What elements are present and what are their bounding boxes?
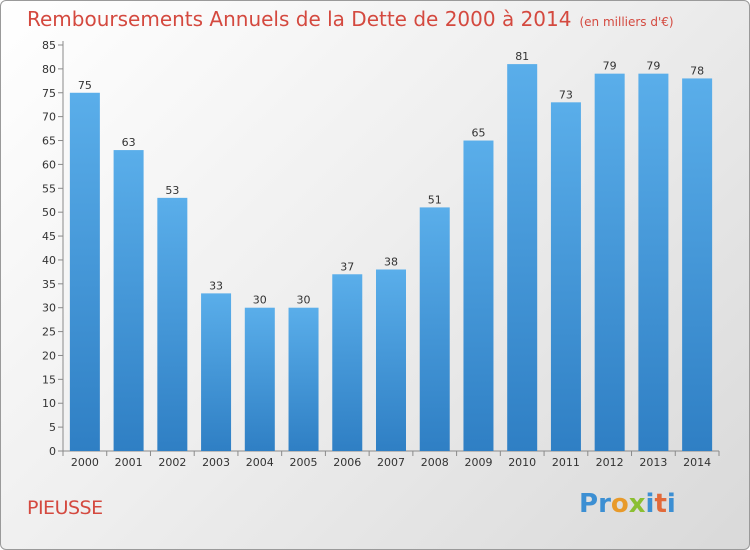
x-tick-label: 2012: [596, 456, 624, 469]
y-tick-label: 25: [42, 326, 56, 339]
bar: [463, 140, 494, 451]
y-tick-label: 75: [42, 87, 56, 100]
x-tick-label: 2000: [71, 456, 99, 469]
y-tick-label: 40: [42, 254, 56, 267]
y-tick-label: 0: [49, 445, 56, 458]
logo-letter: t: [654, 489, 667, 519]
logo-letter: o: [610, 489, 629, 519]
y-tick-label: 20: [42, 349, 56, 362]
bar-value-label: 33: [209, 279, 223, 292]
x-tick-label: 2008: [421, 456, 449, 469]
y-tick-label: 15: [42, 373, 56, 386]
y-tick-label: 50: [42, 206, 56, 219]
x-tick-label: 2006: [333, 456, 361, 469]
y-tick-label: 70: [42, 111, 56, 124]
x-tick-label: 2003: [202, 456, 230, 469]
bar-value-label: 78: [690, 64, 704, 77]
bars: [69, 64, 713, 452]
x-tick-label: 2002: [158, 456, 186, 469]
x-tick-label: 2013: [639, 456, 667, 469]
y-tick-label: 10: [42, 397, 56, 410]
bar-value-label: 75: [78, 79, 92, 92]
y-tick-label: 5: [49, 421, 56, 434]
bar-value-label: 63: [122, 136, 136, 149]
proxiti-logo[interactable]: Proxiti: [579, 489, 676, 519]
y-tick-label: 65: [42, 135, 56, 148]
y-tick-label: 45: [42, 230, 56, 243]
chart-title-main: Remboursements Annuels de la Dette de 20…: [27, 7, 572, 31]
commune-name: PIEUSSE: [27, 497, 103, 519]
bar-value-label: 51: [428, 193, 442, 206]
chart-title-unit: (en milliers d'€): [579, 15, 674, 29]
bar-value-label: 81: [515, 50, 529, 63]
y-axis: 0 5 10 15 20 25 30 35 40 45 50 55 60 65 70 75 80 85: [42, 39, 64, 458]
x-tick-label: 2010: [508, 456, 536, 469]
y-tick-label: 35: [42, 278, 56, 291]
bar: [376, 269, 406, 451]
bar-value-label: 65: [471, 127, 485, 140]
bar: [157, 197, 188, 451]
logo-letter: i: [645, 489, 655, 519]
bar: [419, 207, 450, 451]
bar-value-label: 53: [165, 184, 179, 197]
bar: [332, 274, 363, 451]
x-tick-label: 2001: [115, 456, 143, 469]
y-tick-label: 80: [42, 63, 56, 76]
bar-value-label: 73: [559, 88, 573, 101]
bar: [594, 73, 625, 452]
bar: [638, 73, 669, 452]
bar-value-label: 79: [646, 60, 660, 73]
x-tick-label: 2005: [290, 456, 318, 469]
bar-value-label: 37: [340, 260, 354, 273]
bar: [288, 307, 319, 451]
bar: [201, 293, 232, 451]
y-tick-label: 60: [42, 158, 56, 171]
x-tick-label: 2014: [683, 456, 711, 469]
logo-letter: r: [598, 489, 611, 519]
bar-value-label: 38: [384, 255, 398, 268]
x-axis: 2000 2001 2002 2003 2004 2005 2006 2007 2008 2009…: [62, 450, 720, 469]
logo-letter: i: [666, 489, 676, 519]
x-tick-label: 2007: [377, 456, 405, 469]
y-tick-label: 55: [42, 182, 56, 195]
x-tick-label: 2009: [464, 456, 492, 469]
bar: [550, 102, 581, 451]
bar: [244, 307, 275, 451]
bar: [507, 64, 538, 451]
bar: [682, 78, 713, 451]
y-tick-label: 30: [42, 302, 56, 315]
logo-letter: x: [628, 489, 646, 519]
value-labels: 75 63 53 33 30 30 37 38 51 65 81 73 79 79 78: [78, 50, 704, 307]
bar-value-label: 79: [603, 60, 617, 73]
chart-title: Remboursements Annuels de la Dette de 20…: [27, 7, 674, 31]
logo-letter: P: [579, 489, 599, 519]
bar-value-label: 30: [253, 294, 267, 307]
bar: [113, 150, 144, 452]
bar: [69, 92, 100, 451]
y-tick-label: 85: [42, 39, 56, 52]
bar-value-label: 30: [297, 294, 311, 307]
x-tick-label: 2011: [552, 456, 580, 469]
x-tick-label: 2004: [246, 456, 274, 469]
